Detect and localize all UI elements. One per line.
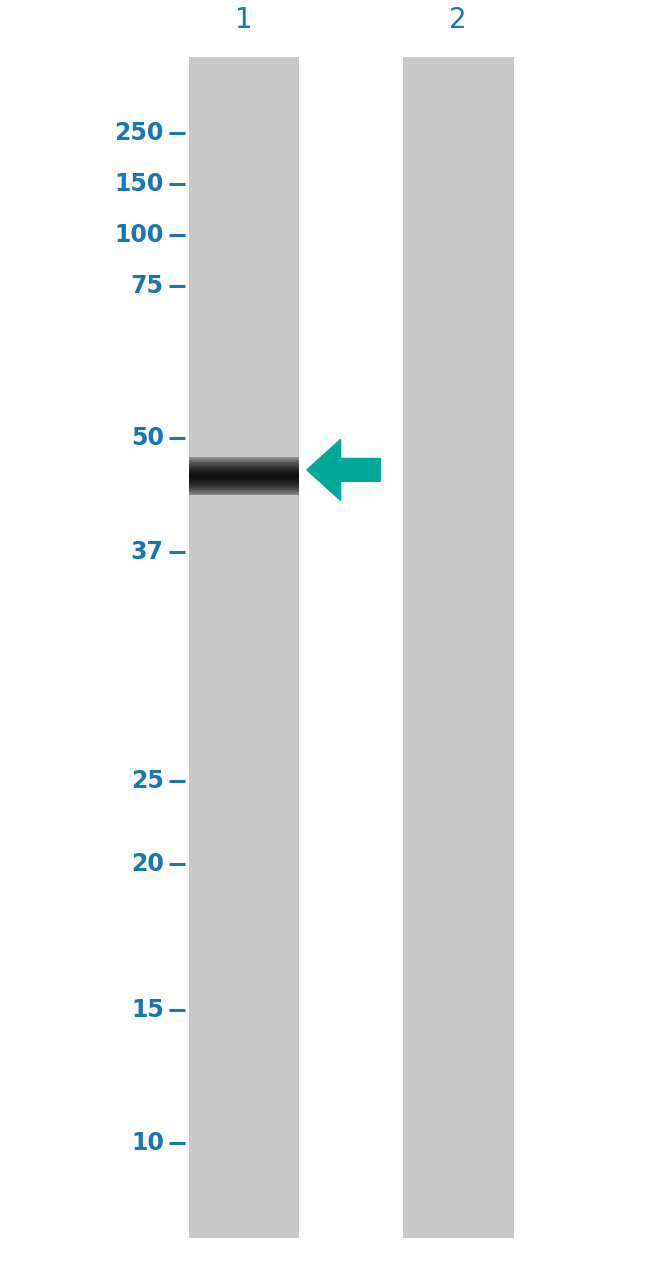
Text: 150: 150 — [114, 173, 164, 196]
Text: 37: 37 — [131, 541, 164, 564]
Text: 2: 2 — [449, 6, 467, 34]
Text: 75: 75 — [131, 274, 164, 297]
Text: 10: 10 — [131, 1132, 164, 1154]
Text: 25: 25 — [131, 770, 164, 792]
Text: 250: 250 — [114, 122, 164, 145]
Text: 50: 50 — [131, 427, 164, 450]
Text: 100: 100 — [114, 224, 164, 246]
Text: 15: 15 — [131, 998, 164, 1021]
Bar — [403, 57, 514, 1238]
FancyArrow shape — [307, 439, 380, 500]
Bar — [188, 57, 299, 1238]
Text: 1: 1 — [235, 6, 253, 34]
Text: 20: 20 — [131, 852, 164, 875]
